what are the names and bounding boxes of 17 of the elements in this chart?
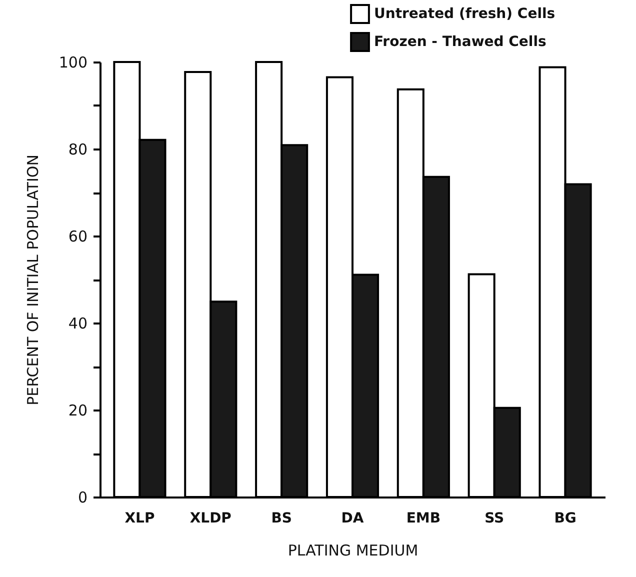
legend-label: Untreated (fresh) Cells <box>374 6 556 22</box>
y-tick-label: 100 <box>58 54 88 72</box>
x-tick-label: XLP <box>124 510 155 526</box>
x-tick-label: DA <box>341 510 364 526</box>
y-tick-label: 60 <box>68 228 88 246</box>
y-axis-title: PERCENT OF INITIAL POPULATION <box>24 154 42 406</box>
x-tick-label: EMB <box>406 510 441 526</box>
y-tick-label: 0 <box>78 488 88 506</box>
y-tick-label: 80 <box>68 140 88 158</box>
x-tick-label: XLDP <box>190 510 232 526</box>
x-tick-label: SS <box>484 510 504 526</box>
x-tick-label: BS <box>271 510 292 526</box>
x-axis-title: PLATING MEDIUM <box>288 542 418 560</box>
legend-label: Frozen - Thawed Cells <box>374 34 546 50</box>
y-tick-label: 40 <box>68 314 88 332</box>
x-tick-label: BG <box>554 510 576 526</box>
y-tick-label: 20 <box>68 402 88 420</box>
